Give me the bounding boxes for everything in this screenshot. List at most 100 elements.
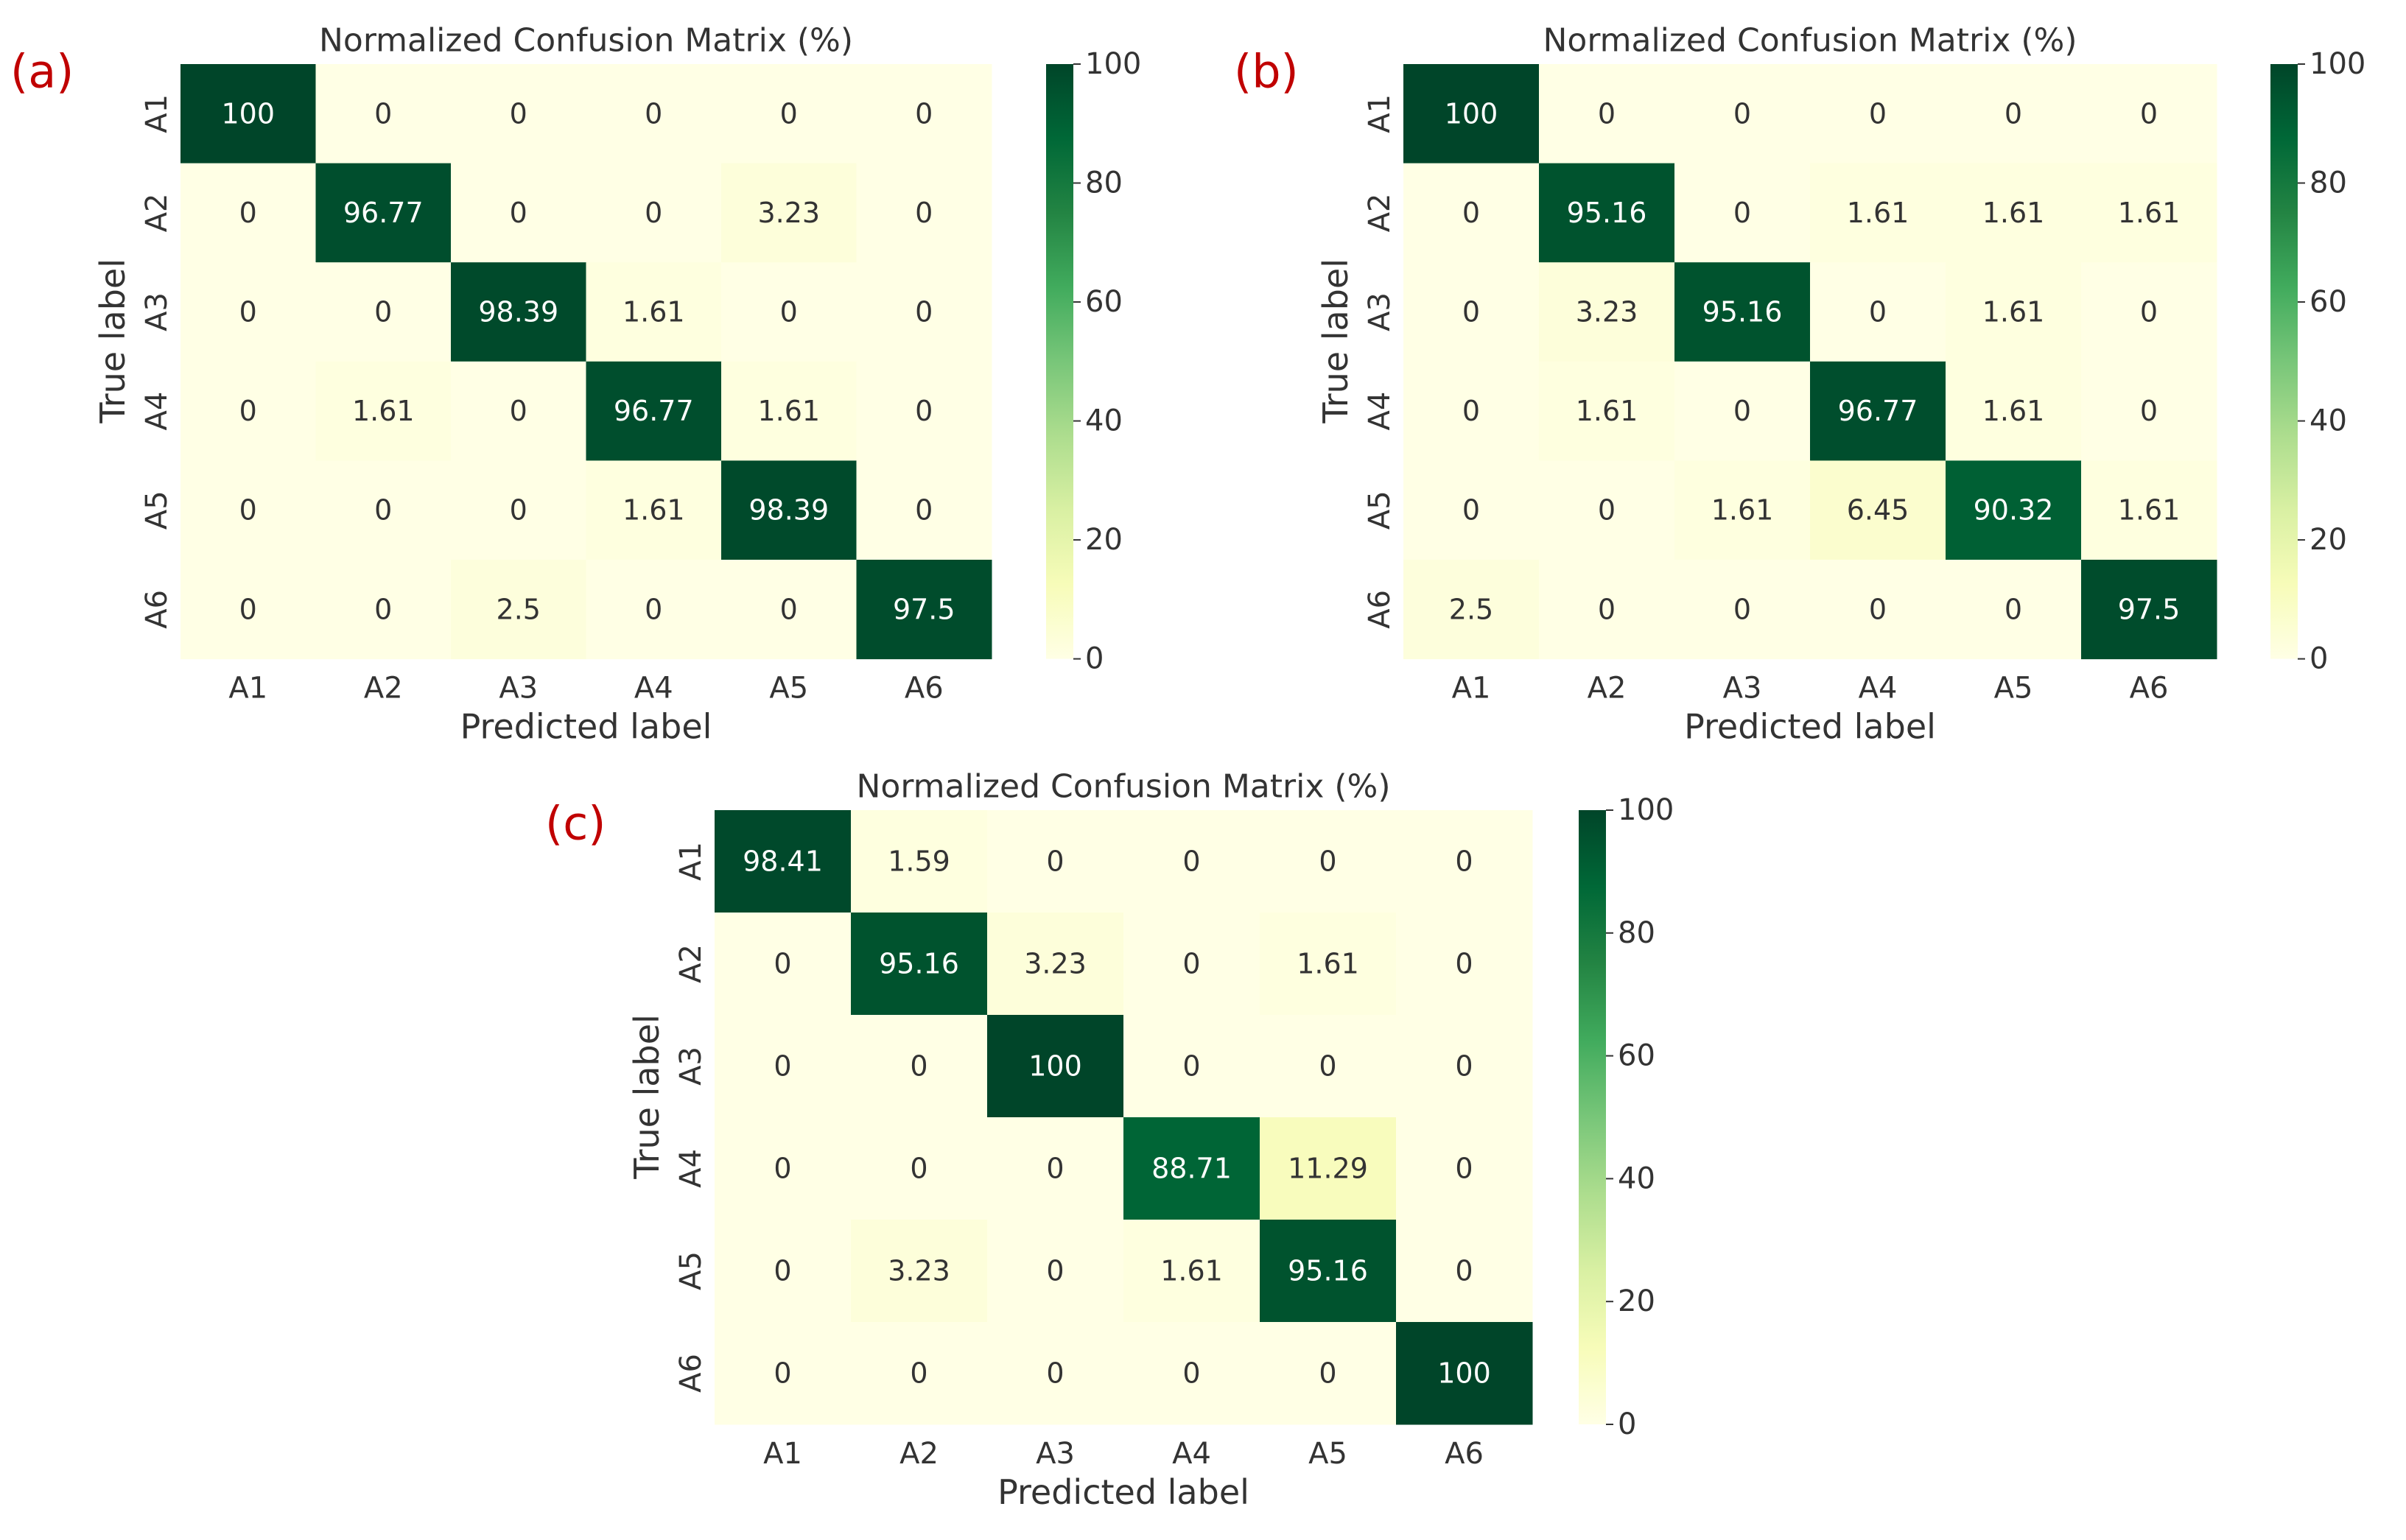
heatmap-cell: [1403, 560, 1540, 660]
colorbar-tick-label: 0: [1085, 642, 1104, 676]
heatmap-cell: [2081, 64, 2217, 164]
cell-value: 0: [774, 948, 791, 980]
heatmap-cell: [721, 560, 857, 660]
heatmap-cell: [715, 913, 852, 1016]
heatmap-cell: [586, 262, 722, 362]
panel-c: (c) Normalized Confusion Matrix (%) 98.41 1…: [545, 768, 1674, 1513]
cell-value: 0: [1046, 1153, 1064, 1185]
heatmap-cell: [1946, 361, 2082, 461]
cell-value: 0: [645, 97, 662, 130]
heatmap-cell: [851, 1322, 988, 1425]
heatmap-cell: [1674, 64, 1811, 164]
heatmap-cell: [721, 460, 857, 560]
y-tick-label: A4: [140, 392, 174, 431]
chart-title: Normalized Confusion Matrix (%): [856, 768, 1390, 806]
y-tick-label: A5: [140, 491, 174, 530]
cell-value: 0: [2005, 593, 2022, 625]
heatmap-cell: [715, 810, 852, 913]
heatmap-cell: [1539, 163, 1675, 263]
heatmap-cell: [1946, 163, 2082, 263]
heatmap-cells: [180, 64, 992, 660]
heatmap-cell: [1403, 64, 1540, 164]
y-axis-label: True label: [1316, 259, 1355, 424]
cell-value: 3.23: [888, 1255, 950, 1287]
cell-value: 0: [1598, 494, 1616, 527]
heatmap-cell: [1260, 1322, 1397, 1425]
cell-value: 0: [1733, 593, 1751, 625]
x-tick-label: A5: [1994, 672, 2033, 706]
cell-value: 95.16: [1702, 296, 1783, 328]
x-tick-label: A5: [1308, 1437, 1347, 1471]
cell-value: 0: [1182, 845, 1200, 878]
cell-value: 0: [1869, 296, 1887, 328]
heatmap-cell: [856, 262, 992, 362]
cell-value: 0: [2140, 296, 2158, 328]
heatmap-cell: [721, 163, 857, 263]
cell-value: 96.77: [1838, 395, 1918, 427]
cell-value: 0: [239, 395, 257, 427]
y-axis-label: True label: [93, 259, 133, 424]
cell-annotations: 100 0 0 0 0 0 0 96.77 0 0 3.23 0 0 0 98.39 1.61 0 0 0 1.61 0…: [221, 97, 955, 625]
colorbar-tick-label: 20: [1085, 523, 1123, 557]
colorbar-tick-label: 60: [2309, 285, 2347, 319]
cell-value: 96.77: [343, 197, 424, 229]
cell-value: 0: [374, 494, 392, 527]
heatmap-cell: [2081, 262, 2217, 362]
x-tick-labels: A1 A2 A3 A4 A5 A6: [763, 1437, 1484, 1471]
panel-label: (b): [1234, 45, 1299, 99]
cell-value: 0: [774, 1153, 791, 1185]
heatmap-cell: [851, 1117, 988, 1220]
heatmap-cell: [1810, 460, 1946, 560]
colorbar-tick-label: 100: [1618, 793, 1674, 827]
heatmap-cell: [1396, 913, 1533, 1016]
cell-value: 0: [1046, 845, 1064, 878]
cell-value: 6.45: [1847, 494, 1909, 527]
heatmap-cell: [315, 262, 452, 362]
cell-value: 0: [1046, 1255, 1064, 1287]
heatmap-cell: [856, 460, 992, 560]
heatmap-cell: [180, 64, 316, 164]
cell-value: 0: [1319, 1050, 1336, 1083]
heatmap-cell: [1123, 1015, 1260, 1118]
colorbar-tick-label: 100: [1085, 47, 1141, 81]
cell-annotations: 98.41 1.59 0 0 0 0 0 95.16 3.23 0 1.61 0 0 0 100 0 0 0 0 0 0…: [743, 845, 1491, 1390]
cell-value: 1.61: [1982, 197, 2045, 229]
heatmap-cell: [1946, 64, 2082, 164]
cell-value: 96.77: [614, 395, 694, 427]
cell-value: 1.61: [1576, 395, 1638, 427]
cell-value: 0: [910, 1357, 927, 1390]
cell-value: 0: [1319, 1357, 1336, 1390]
cell-value: 1.61: [1847, 197, 1909, 229]
cell-value: 0: [1462, 494, 1480, 527]
cell-value: 0: [1455, 1255, 1473, 1287]
cell-value: 0: [915, 296, 933, 328]
heatmap-cell: [180, 560, 316, 660]
heatmap-cell: [1260, 1015, 1397, 1118]
colorbar-tick-label: 80: [1618, 916, 1655, 950]
cell-value: 0: [780, 296, 798, 328]
heatmap-cell: [2081, 460, 2217, 560]
cell-value: 0: [645, 197, 662, 229]
y-tick-label: A3: [1363, 292, 1397, 331]
heatmap-cell: [987, 1322, 1124, 1425]
heatmap-cell: [315, 163, 452, 263]
cell-value: 0: [239, 494, 257, 527]
heatmap-cell: [586, 64, 722, 164]
heatmap-cell: [451, 262, 586, 362]
heatmap-cell: [315, 560, 452, 660]
colorbar-gradient: [1579, 810, 1606, 1424]
cell-value: 0: [1455, 1153, 1473, 1185]
heatmap-cell: [721, 361, 857, 461]
heatmap-cell: [715, 1220, 852, 1323]
cell-value: 0: [510, 97, 527, 130]
heatmap-cell: [1123, 1117, 1260, 1220]
panel-a: (a)Normalized Confusion Matrix (%)100 0 0 0…: [10, 22, 1141, 747]
heatmap-cells: [715, 810, 1533, 1425]
heatmap-cell: [451, 163, 586, 263]
cell-value: 0: [1462, 296, 1480, 328]
heatmap-cell: [715, 1322, 852, 1425]
colorbar: 0 20 40 60 80 100: [1579, 793, 1674, 1441]
cell-value: 0: [510, 395, 527, 427]
heatmap-cell: [2081, 163, 2217, 263]
y-tick-label: A6: [1363, 590, 1397, 629]
